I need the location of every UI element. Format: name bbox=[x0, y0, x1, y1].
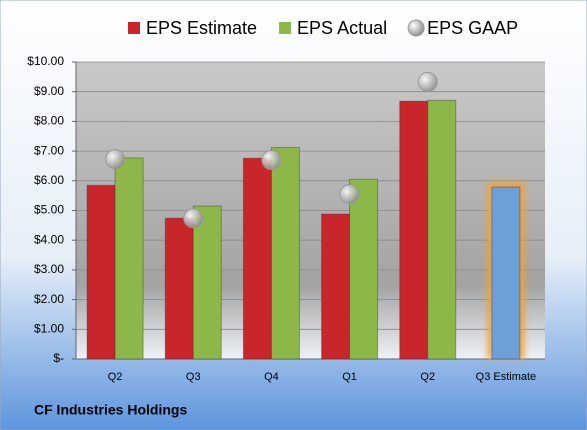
legend-swatch bbox=[279, 22, 292, 34]
bar bbox=[321, 213, 351, 360]
bar bbox=[427, 99, 457, 360]
marker bbox=[183, 208, 204, 229]
x-tick-label: Q3 bbox=[186, 371, 201, 383]
bar bbox=[192, 205, 222, 360]
legend-label: EPS Actual bbox=[297, 18, 387, 38]
y-tick-label: $9.00 bbox=[34, 84, 64, 98]
legend-marker bbox=[407, 19, 425, 37]
x-tick-label: Q2 bbox=[420, 371, 435, 383]
bar bbox=[270, 147, 300, 360]
caption: CF Industries Holdings bbox=[34, 402, 187, 418]
bar bbox=[164, 217, 194, 360]
marker bbox=[339, 184, 360, 205]
y-tick-label: $2.00 bbox=[34, 292, 64, 306]
bar bbox=[399, 100, 429, 360]
y-tick-label: $4.00 bbox=[34, 232, 64, 246]
y-tick-label: $1.00 bbox=[34, 321, 64, 335]
x-tick-label: Q4 bbox=[264, 371, 279, 383]
y-tick-label: $6.00 bbox=[34, 173, 64, 187]
legend-swatch bbox=[128, 22, 140, 34]
marker bbox=[261, 150, 282, 171]
bar bbox=[491, 186, 521, 360]
y-tick-label: $8.00 bbox=[34, 114, 64, 128]
x-tick-label: Q1 bbox=[342, 371, 357, 383]
bar bbox=[114, 157, 144, 360]
legend-label: EPS GAAP bbox=[427, 18, 518, 38]
y-tick-label: $7.00 bbox=[34, 143, 64, 157]
marker bbox=[105, 149, 126, 170]
y-tick-label: $3.00 bbox=[34, 262, 64, 276]
y-tick-label: $10.00 bbox=[27, 54, 64, 68]
x-tick-label: Q3 Estimate bbox=[476, 371, 537, 383]
y-tick-label: $- bbox=[53, 351, 64, 365]
bar bbox=[349, 178, 379, 360]
y-tick-label: $5.00 bbox=[34, 203, 64, 217]
bar bbox=[242, 157, 272, 360]
legend-label: EPS Estimate bbox=[146, 18, 257, 38]
x-tick-label: Q2 bbox=[108, 371, 123, 383]
bar bbox=[86, 184, 116, 360]
marker bbox=[417, 71, 438, 92]
